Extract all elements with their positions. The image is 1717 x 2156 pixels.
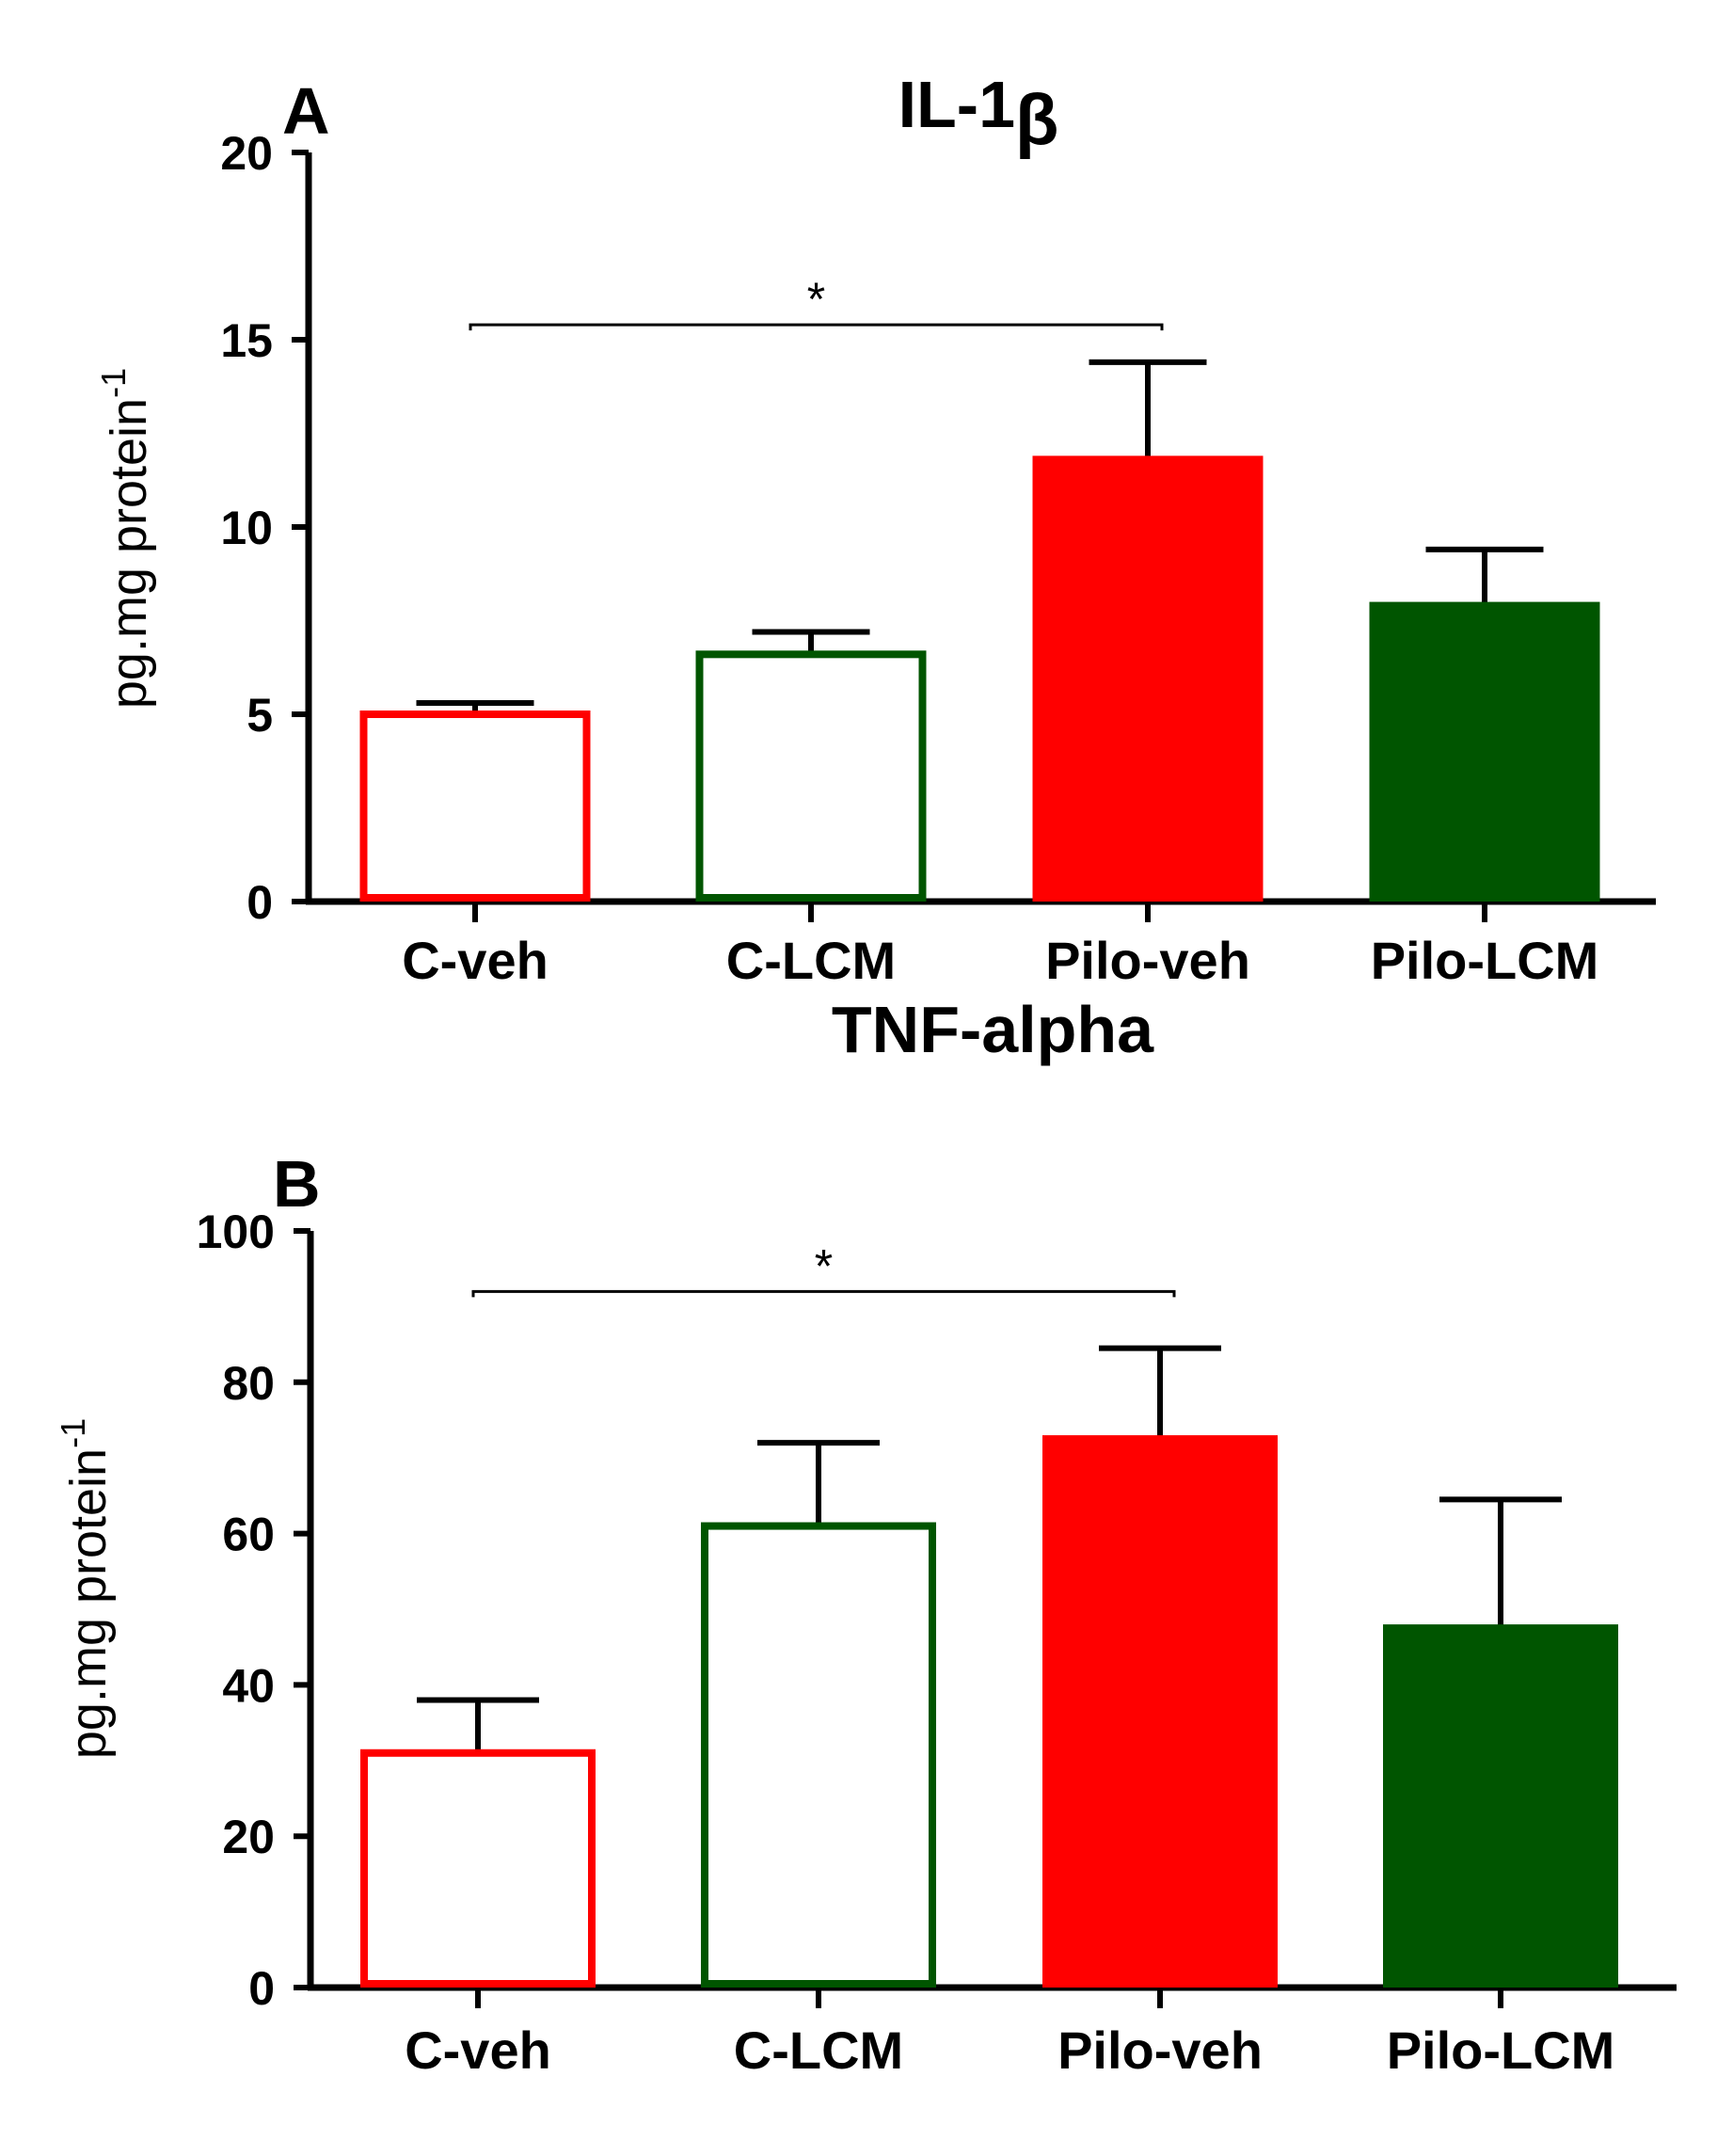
panel-a-category-label: Pilo-LCM <box>1371 931 1599 990</box>
panel-a-ytick-label: 20 <box>220 127 273 180</box>
panel-b-ytick-label: 20 <box>222 1811 275 1863</box>
panel-b-ytick-label: 100 <box>197 1206 275 1258</box>
panel-a-significance-bracket <box>469 323 1164 331</box>
panel-b-plot-marks <box>294 1228 1677 2008</box>
panel-b-category-label: Pilo-veh <box>1057 2020 1263 2080</box>
panel-a-title: IL-1β <box>898 68 1059 160</box>
panel-a-ytick-label: 5 <box>246 689 273 742</box>
panel-b-bar-pilo-veh <box>1042 1435 1278 1988</box>
panel-a-category-label: C-LCM <box>726 931 896 990</box>
panel-b-category-label: Pilo-LCM <box>1387 2020 1615 2080</box>
panel-b-bar-pilo-lcm <box>1383 1624 1618 1988</box>
panel-a-ytick-label: 0 <box>246 876 273 929</box>
panel-b-ytick-label: 60 <box>222 1509 275 1561</box>
panel-a-y-ticks: 0 5 10 15 20 <box>220 127 273 929</box>
panel-b-ytick-label: 40 <box>222 1659 275 1712</box>
panel-b-category-label: C-LCM <box>734 2020 903 2080</box>
panel-b-ylabel-sup: -1 <box>54 1418 92 1448</box>
panel-b-bar-c-lcm <box>701 1522 936 1988</box>
panel-b-ytick-label: 80 <box>222 1357 275 1410</box>
panel-b-letter: B <box>273 1147 321 1221</box>
panel-a-category-label: C-veh <box>402 931 548 990</box>
panel-a-bar-c-lcm <box>695 650 927 902</box>
panel-b-title: TNF-alpha <box>832 993 1154 1066</box>
panel-b-significance-star: * <box>815 1239 833 1292</box>
panel-b-y-ticks: 0 20 40 60 80 100 <box>197 1206 275 2015</box>
panel-a-title-greek: β <box>1015 80 1058 160</box>
panel-a-ytick-label: 10 <box>220 502 273 554</box>
panel-a-category-label: Pilo-veh <box>1045 931 1250 990</box>
panel-a-ytick-label: 15 <box>220 314 273 367</box>
panel-b: B TNF-alpha pg.mg protein-1 0 20 40 60 8… <box>54 993 1677 2080</box>
panel-b-ylabel-main: pg.mg protein <box>60 1448 117 1759</box>
panel-a-bar-pilo-lcm <box>1369 601 1600 902</box>
panel-a-plot-marks <box>292 150 1656 922</box>
panel-a-bar-c-veh <box>359 711 591 902</box>
panel-b-ylabel: pg.mg protein-1 <box>54 1418 117 1759</box>
panel-b-bar-c-veh <box>360 1749 596 1988</box>
panel-a-ylabel: pg.mg protein-1 <box>94 368 157 709</box>
panel-b-ytick-label: 0 <box>248 1962 275 2015</box>
panel-b-category-label: C-veh <box>405 2020 551 2080</box>
panel-a-title-main: IL-1 <box>898 68 1015 141</box>
panel-a: A IL-1β pg.mg protein-1 0 5 10 15 20 C-v… <box>94 68 1656 990</box>
panel-a-significance-star: * <box>807 273 825 326</box>
panel-a-letter: A <box>282 74 330 148</box>
panel-a-ylabel-sup: -1 <box>94 368 133 398</box>
panel-a-ylabel-main: pg.mg protein <box>101 398 157 709</box>
panel-b-x-categories: C-veh C-LCM Pilo-veh Pilo-LCM <box>405 2020 1614 2080</box>
panel-a-x-categories: C-veh C-LCM Pilo-veh Pilo-LCM <box>402 931 1598 990</box>
panel-a-bar-pilo-veh <box>1032 455 1264 902</box>
panel-b-significance-bracket <box>471 1289 1176 1298</box>
